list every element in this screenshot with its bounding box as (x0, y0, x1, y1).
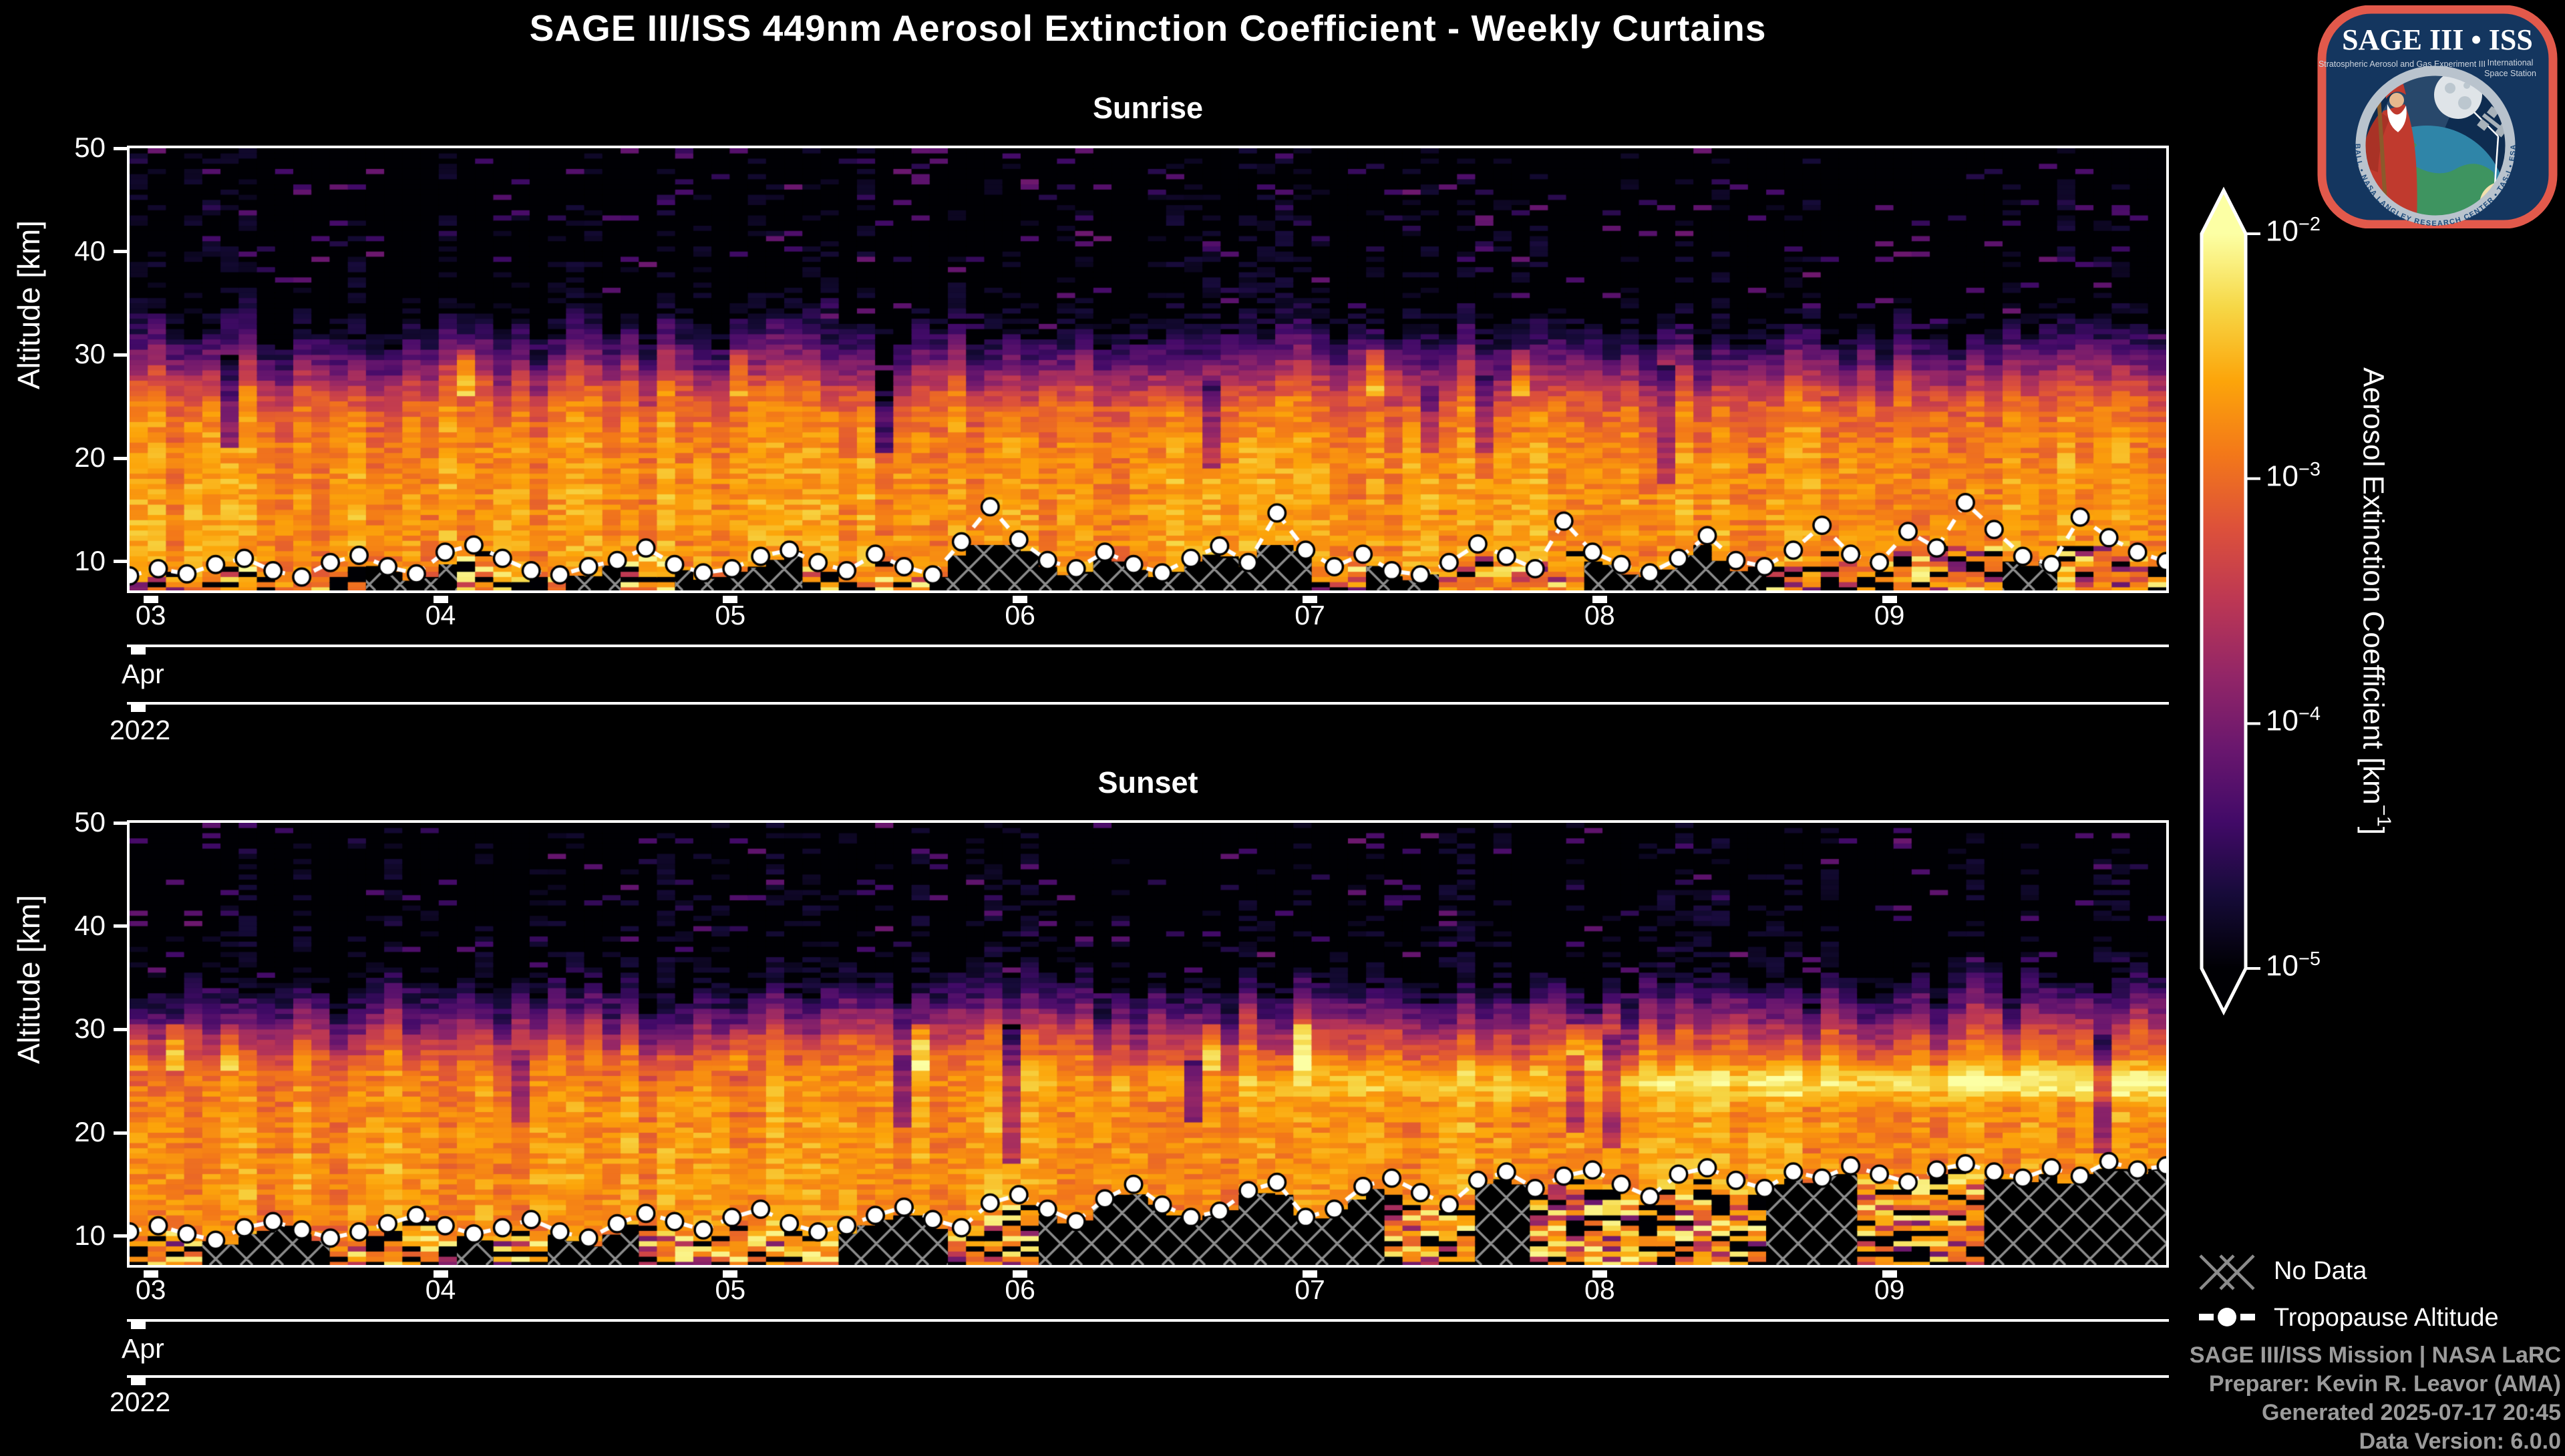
colorbar-gradient-bar (2200, 186, 2248, 1016)
month-axis-label: Apr (122, 659, 164, 689)
tropopause-legend-label: Tropopause Altitude (2274, 1304, 2499, 1332)
x-tick-label: 05 (715, 1274, 746, 1305)
x-tick-mark (1592, 596, 1607, 603)
y-tick-label: 10 (74, 1219, 106, 1251)
credit-line-version: Data Version: 6.0.0 (2359, 1429, 2561, 1454)
y-tick-label: 30 (74, 1013, 106, 1045)
y-tick-label: 20 (74, 441, 106, 474)
credit-line-generated: Generated 2025-07-17 20:45 (2262, 1400, 2561, 1425)
y-tick-mark (114, 1234, 127, 1238)
x-tick-mark (1882, 596, 1897, 603)
x-tick-mark (1882, 1270, 1897, 1278)
y-tick-mark (114, 353, 127, 357)
colorbar-axis-label-close: ] (2357, 826, 2390, 835)
x-tick-label: 07 (1295, 1274, 1325, 1305)
sage-iii-iss-logo: SAGE III • ISS Stratospheric Aerosol and… (2317, 5, 2558, 228)
y-tick-label: 50 (74, 132, 106, 163)
x-tick-mark (143, 596, 158, 603)
x-tick-label: 07 (1295, 600, 1325, 630)
credits-block: SAGE III/ISS Mission | NASA LaRC Prepare… (2190, 1341, 2561, 1456)
x-tick-label: 04 (425, 1274, 456, 1305)
figure-title: SAGE III/ISS 449nm Aerosol Extinction Co… (529, 7, 1767, 49)
sunset-heatmap-panel (127, 820, 2169, 1268)
x-tick-label: 04 (425, 600, 456, 630)
x-tick-mark (723, 596, 738, 603)
logo-wizard-face (2389, 93, 2404, 108)
x-tick-mark (1013, 596, 1028, 603)
colorbar-axis-label-exp: −1 (2373, 804, 2395, 827)
colorbar-tick-label: 10−5 (2266, 948, 2321, 982)
y-tick-label: 50 (74, 806, 106, 838)
logo-subtitle-right2: Space Station (2484, 69, 2536, 78)
sunrise-panel-title: Sunrise (1092, 91, 1204, 125)
colorbar-axis-label: Aerosol Extinction Coefficient [km−1] (2357, 367, 2395, 835)
x-tick-label: 06 (1005, 600, 1035, 630)
tropopause-legend-icon (2199, 1308, 2255, 1326)
month-axis-spine (127, 1319, 2169, 1322)
no-data-hatch-icon (2199, 1254, 2255, 1290)
colorbar-tick-label: 10−2 (2266, 214, 2321, 248)
year-axis-label: 2022 (110, 1387, 171, 1417)
x-tick-label: 08 (1584, 600, 1615, 630)
x-tick-mark (723, 1270, 738, 1278)
logo-wizard-beard (2387, 104, 2407, 132)
x-tick-label: 09 (1874, 1274, 1905, 1305)
x-tick-label: 06 (1005, 1274, 1035, 1305)
sunrise-heatmap-panel (127, 146, 2169, 593)
logo-gray-ring (2355, 65, 2516, 226)
colorbar (2200, 186, 2260, 1016)
sunrise-heatmap-canvas (130, 148, 2166, 590)
colorbar-tick-label: 10−4 (2266, 703, 2321, 737)
x-tick-mark (433, 1270, 448, 1278)
x-tick-mark (433, 596, 448, 603)
x-tick-mark (1592, 1270, 1607, 1278)
x-tick-label: 08 (1584, 1274, 1615, 1305)
year-axis-spine (127, 702, 2169, 705)
year-axis-label: 2022 (110, 715, 171, 745)
y-tick-label: 30 (74, 338, 106, 370)
x-tick-mark (1303, 1270, 1317, 1278)
month-axis-tick (131, 1322, 146, 1329)
x-tick-label: 05 (715, 600, 746, 630)
y-tick-mark (114, 924, 127, 928)
y-tick-mark (114, 821, 127, 825)
x-tick-label: 03 (135, 600, 166, 630)
credit-line-mission: SAGE III/ISS Mission | NASA LaRC (2189, 1342, 2561, 1368)
colorbar-tick-label: 10−3 (2266, 458, 2321, 493)
colorbar-axis-label-text: Aerosol Extinction Coefficient [km (2357, 367, 2390, 805)
y-tick-mark (114, 1027, 127, 1031)
y-tick-mark (114, 560, 127, 564)
y-tick-label: 40 (74, 909, 106, 941)
month-axis-label: Apr (122, 1333, 164, 1364)
no-data-legend-label: No Data (2274, 1257, 2367, 1285)
month-axis-tick (131, 647, 146, 655)
y-tick-label: 40 (74, 234, 106, 266)
year-axis-spine (127, 1375, 2169, 1378)
x-tick-mark (143, 1270, 158, 1278)
logo-subtitle-left: Stratospheric Aerosol and Gas Experiment… (2319, 59, 2486, 69)
x-tick-mark (1013, 1270, 1028, 1278)
logo-title: SAGE III • ISS (2342, 23, 2533, 56)
logo-wizard-staff (2376, 85, 2388, 213)
credit-line-preparer: Preparer: Kevin R. Leavor (AMA) (2208, 1371, 2561, 1397)
year-axis-tick (131, 1378, 146, 1385)
logo-subtitle-right1: International (2488, 58, 2534, 67)
sunset-panel-title: Sunset (1097, 765, 1198, 799)
y-tick-mark (114, 146, 127, 150)
colorbar-ticks (2246, 232, 2260, 970)
month-axis-spine (127, 645, 2169, 647)
y-tick-label: 10 (74, 544, 106, 576)
y-tick-mark (114, 250, 127, 254)
x-tick-mark (1303, 596, 1317, 603)
y-tick-mark (114, 456, 127, 460)
year-axis-tick (131, 705, 146, 712)
y-tick-mark (114, 1131, 127, 1135)
x-tick-label: 03 (135, 1274, 166, 1305)
x-tick-label: 09 (1874, 600, 1905, 630)
y-tick-label: 20 (74, 1116, 106, 1148)
sunset-heatmap-canvas (130, 823, 2166, 1265)
